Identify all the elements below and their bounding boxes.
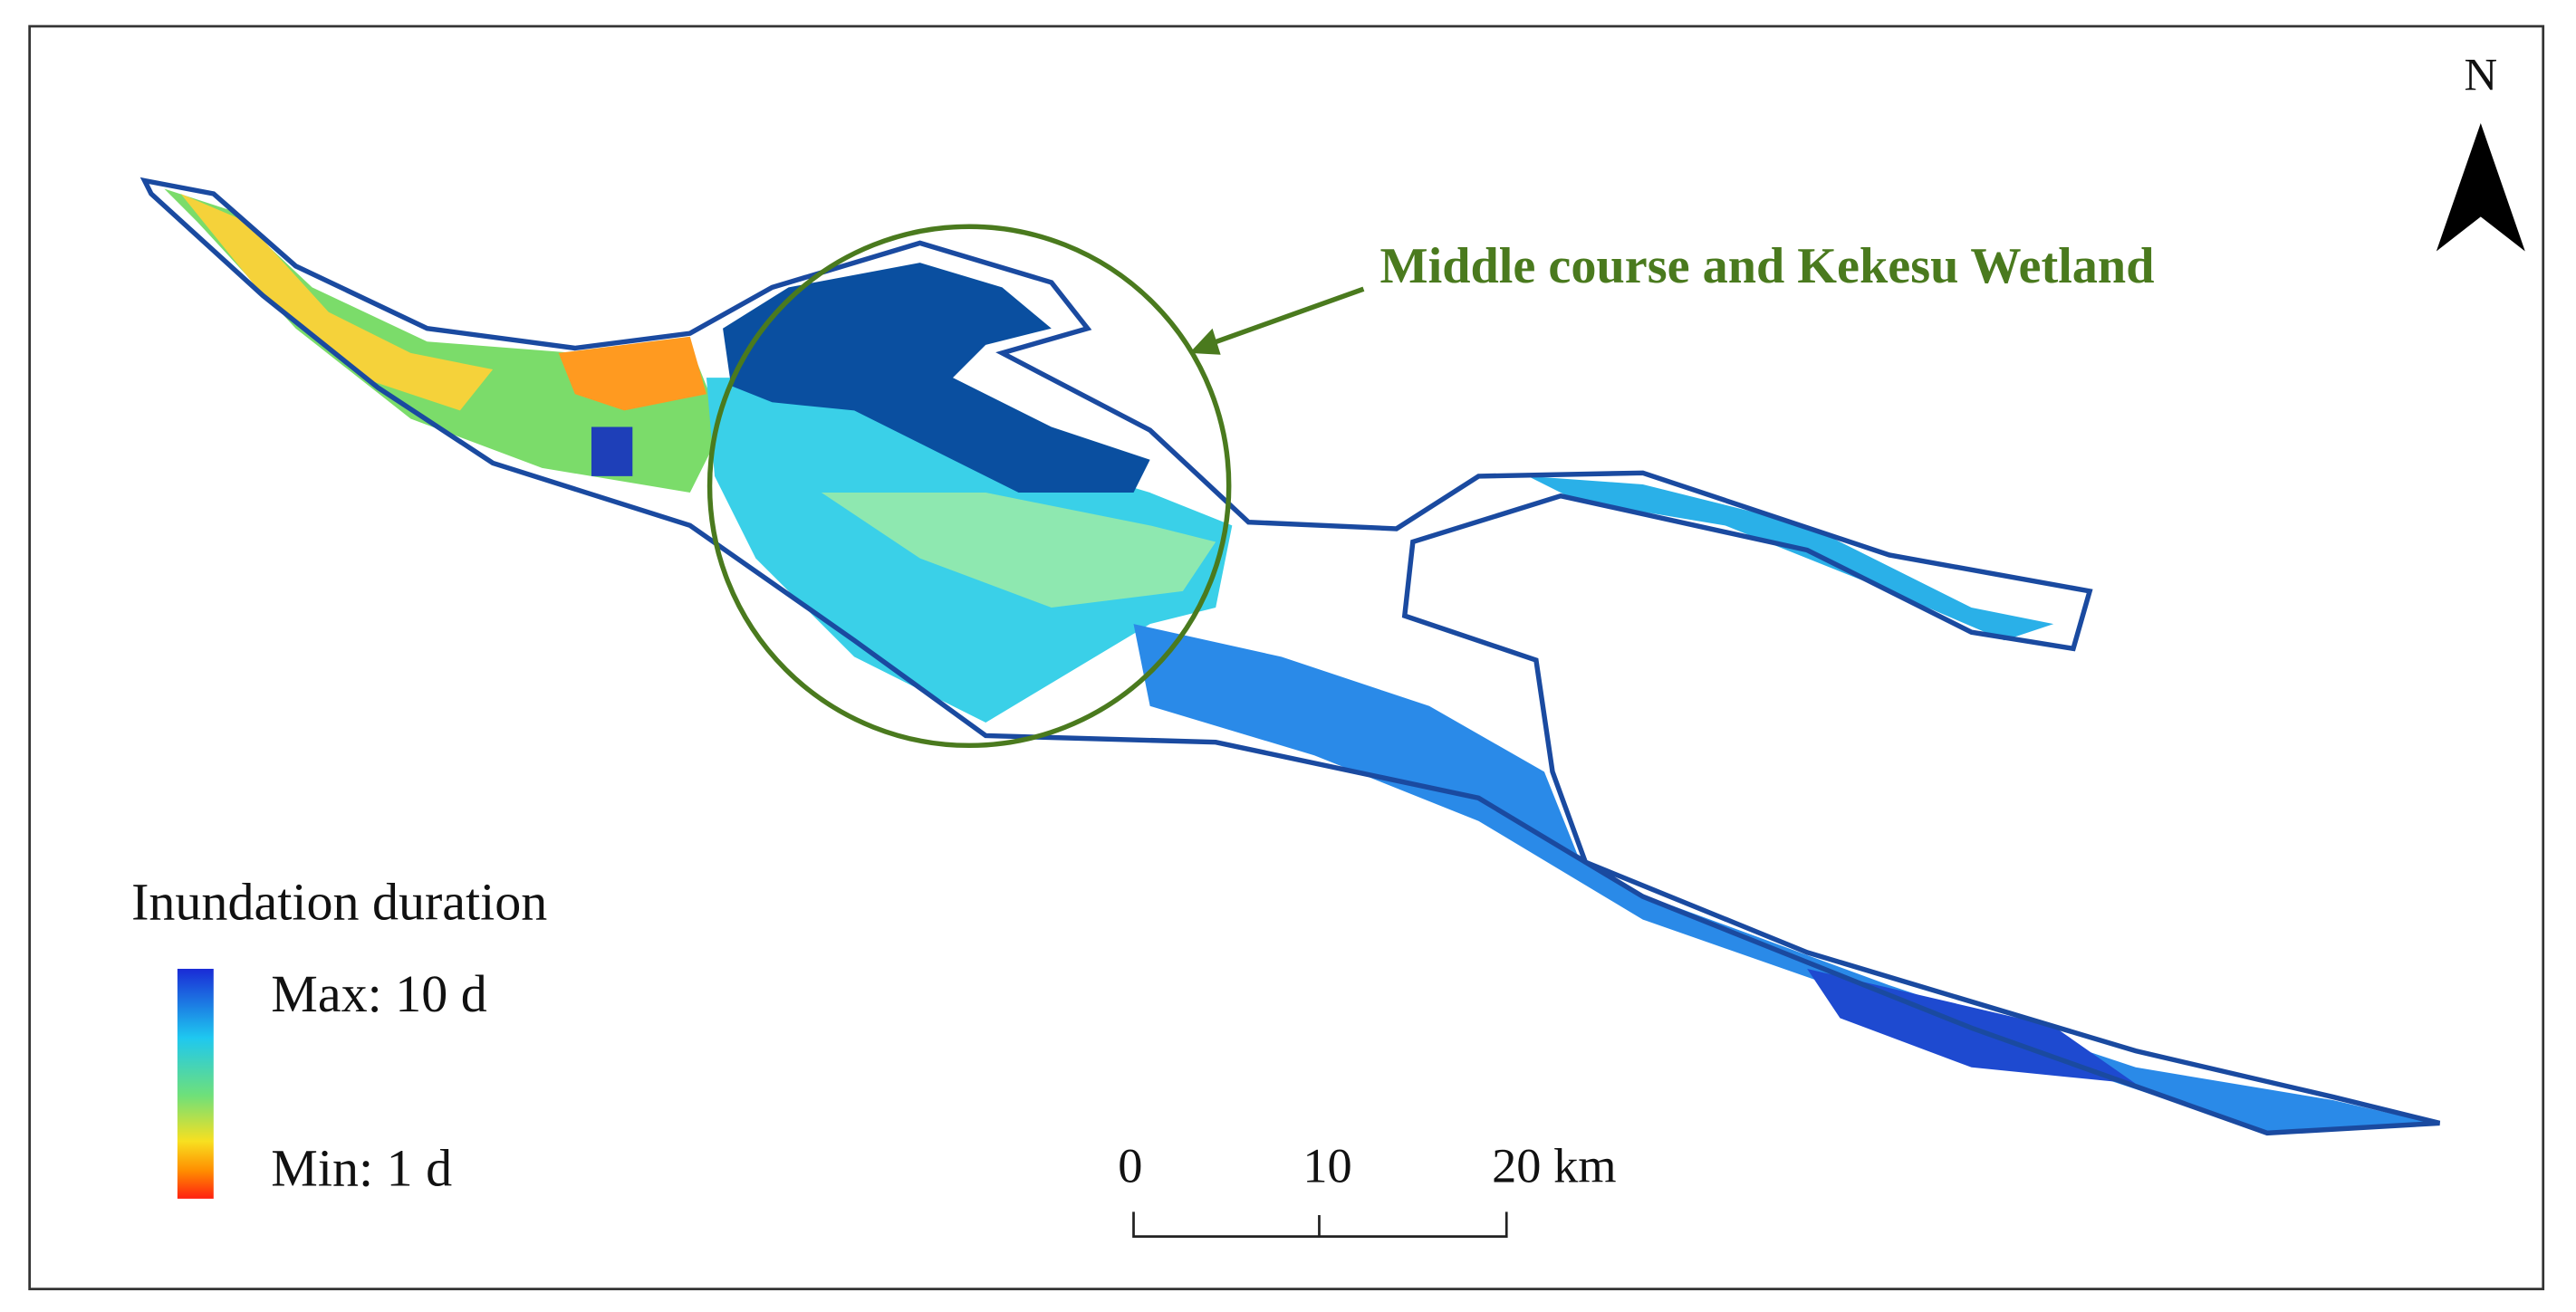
legend-min: Min: 1 d — [271, 1138, 452, 1197]
highlight-circle — [706, 224, 1232, 749]
north-label: N — [2464, 50, 2497, 101]
scale-bar — [1132, 1211, 1508, 1238]
scale-label: 10 — [1302, 1139, 1351, 1193]
callout-arrow — [1206, 286, 1365, 348]
legend-title: Inundation duration — [131, 873, 547, 932]
annotation: Middle course and Kekesu Wetland — [1380, 238, 2155, 294]
legend-max: Max: 10 d — [271, 964, 487, 1023]
scale-label: 20 km — [1492, 1139, 1617, 1193]
north-arrow — [2436, 123, 2525, 252]
river-outline — [139, 177, 2441, 1136]
scale-label: 0 — [1118, 1139, 1142, 1193]
callout-arrowhead — [1189, 328, 1221, 355]
legend-ramp — [177, 968, 214, 1199]
